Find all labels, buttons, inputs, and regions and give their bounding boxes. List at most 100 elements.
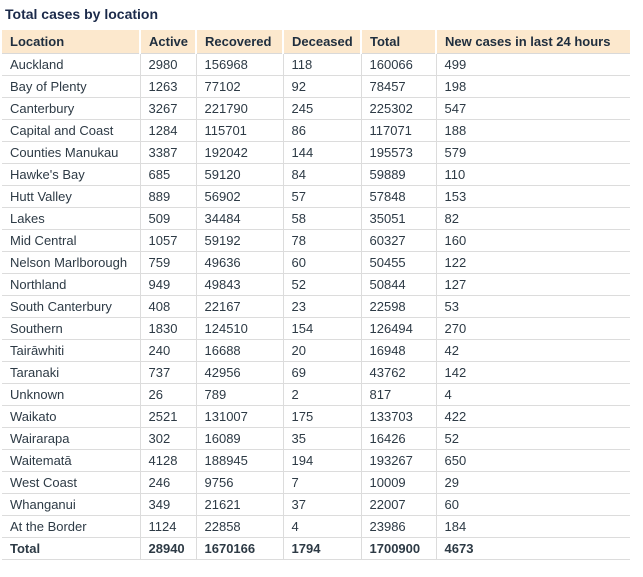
value-cell: 28940 xyxy=(139,537,196,560)
value-cell: 49636 xyxy=(195,251,283,274)
value-cell: 184 xyxy=(435,515,630,538)
table-row: At the Border 1124 22858 4 23986 184 xyxy=(2,515,630,538)
value-cell: 60327 xyxy=(360,229,436,252)
value-cell: 144 xyxy=(282,141,361,164)
value-cell: 245 xyxy=(282,97,361,120)
value-cell: 78457 xyxy=(360,75,436,98)
value-cell: 22167 xyxy=(195,295,283,318)
location-cell: At the Border xyxy=(2,515,140,538)
value-cell: 188 xyxy=(435,119,630,142)
value-cell: 16426 xyxy=(360,427,436,450)
value-cell: 2 xyxy=(282,383,361,406)
value-cell: 50844 xyxy=(360,273,436,296)
location-cell: Whanganui xyxy=(2,493,140,516)
value-cell: 2521 xyxy=(139,405,196,428)
value-cell: 77102 xyxy=(195,75,283,98)
location-cell: Lakes xyxy=(2,207,140,230)
page: Total cases by location Location Active Re… xyxy=(2,6,630,560)
column-header-recovered: Recovered xyxy=(195,30,283,54)
value-cell: 42 xyxy=(435,339,630,362)
value-cell: 131007 xyxy=(195,405,283,428)
value-cell: 221790 xyxy=(195,97,283,120)
value-cell: 115701 xyxy=(195,119,283,142)
value-cell: 1263 xyxy=(139,75,196,98)
value-cell: 2980 xyxy=(139,53,196,76)
value-cell: 117071 xyxy=(360,119,436,142)
value-cell: 37 xyxy=(282,493,361,516)
table-body: Auckland 2980 156968 118 160066 499 Bay of Ple… xyxy=(2,53,630,560)
value-cell: 16948 xyxy=(360,339,436,362)
value-cell: 246 xyxy=(139,471,196,494)
value-cell: 16089 xyxy=(195,427,283,450)
value-cell: 198 xyxy=(435,75,630,98)
value-cell: 1057 xyxy=(139,229,196,252)
value-cell: 34484 xyxy=(195,207,283,230)
value-cell: 133703 xyxy=(360,405,436,428)
value-cell: 22598 xyxy=(360,295,436,318)
value-cell: 422 xyxy=(435,405,630,428)
value-cell: 1700900 xyxy=(360,537,436,560)
table-row: Hutt Valley 889 56902 57 57848 153 xyxy=(2,185,630,208)
location-cell: Canterbury xyxy=(2,97,140,120)
value-cell: 59192 xyxy=(195,229,283,252)
value-cell: 547 xyxy=(435,97,630,120)
page-title: Total cases by location xyxy=(5,6,159,22)
table-row: Auckland 2980 156968 118 160066 499 xyxy=(2,53,630,76)
table-row: Nelson Marlborough 759 49636 60 50455 122 xyxy=(2,251,630,274)
column-header-location: Location xyxy=(2,30,140,54)
value-cell: 50455 xyxy=(360,251,436,274)
value-cell: 126494 xyxy=(360,317,436,340)
value-cell: 3267 xyxy=(139,97,196,120)
value-cell: 110 xyxy=(435,163,630,186)
value-cell: 10009 xyxy=(360,471,436,494)
table-row: Hawke's Bay 685 59120 84 59889 110 xyxy=(2,163,630,186)
value-cell: 789 xyxy=(195,383,283,406)
value-cell: 78 xyxy=(282,229,361,252)
value-cell: 59120 xyxy=(195,163,283,186)
value-cell: 52 xyxy=(282,273,361,296)
value-cell: 499 xyxy=(435,53,630,76)
table-row: Northland 949 49843 52 50844 127 xyxy=(2,273,630,296)
value-cell: 3387 xyxy=(139,141,196,164)
value-cell: 57848 xyxy=(360,185,436,208)
value-cell: 49843 xyxy=(195,273,283,296)
table-row: Wairarapa 302 16089 35 16426 52 xyxy=(2,427,630,450)
location-cell: Mid Central xyxy=(2,229,140,252)
table-row: Capital and Coast 1284 115701 86 117071 188 xyxy=(2,119,630,142)
value-cell: 160 xyxy=(435,229,630,252)
table-row: Southern 1830 124510 154 126494 270 xyxy=(2,317,630,340)
value-cell: 35 xyxy=(282,427,361,450)
column-header-deceased: Deceased xyxy=(282,30,361,54)
value-cell: 58 xyxy=(282,207,361,230)
value-cell: 160066 xyxy=(360,53,436,76)
value-cell: 889 xyxy=(139,185,196,208)
value-cell: 43762 xyxy=(360,361,436,384)
value-cell: 82 xyxy=(435,207,630,230)
location-cell: Hawke's Bay xyxy=(2,163,140,186)
value-cell: 22007 xyxy=(360,493,436,516)
value-cell: 1670166 xyxy=(195,537,283,560)
table-row: Lakes 509 34484 58 35051 82 xyxy=(2,207,630,230)
value-cell: 4 xyxy=(435,383,630,406)
value-cell: 29 xyxy=(435,471,630,494)
column-header-new-cases-in-last-24-hours: New cases in last 24 hours xyxy=(435,30,630,54)
value-cell: 127 xyxy=(435,273,630,296)
value-cell: 22858 xyxy=(195,515,283,538)
value-cell: 124510 xyxy=(195,317,283,340)
location-cell: Auckland xyxy=(2,53,140,76)
table-row: Waikato 2521 131007 175 133703 422 xyxy=(2,405,630,428)
value-cell: 349 xyxy=(139,493,196,516)
location-cell: Counties Manukau xyxy=(2,141,140,164)
location-cell: Wairarapa xyxy=(2,427,140,450)
column-header-total: Total xyxy=(360,30,436,54)
value-cell: 1284 xyxy=(139,119,196,142)
value-cell: 9756 xyxy=(195,471,283,494)
location-cell: Tairāwhiti xyxy=(2,339,140,362)
value-cell: 122 xyxy=(435,251,630,274)
value-cell: 1794 xyxy=(282,537,361,560)
value-cell: 23 xyxy=(282,295,361,318)
value-cell: 57 xyxy=(282,185,361,208)
value-cell: 188945 xyxy=(195,449,283,472)
location-cell: Unknown xyxy=(2,383,140,406)
value-cell: 153 xyxy=(435,185,630,208)
